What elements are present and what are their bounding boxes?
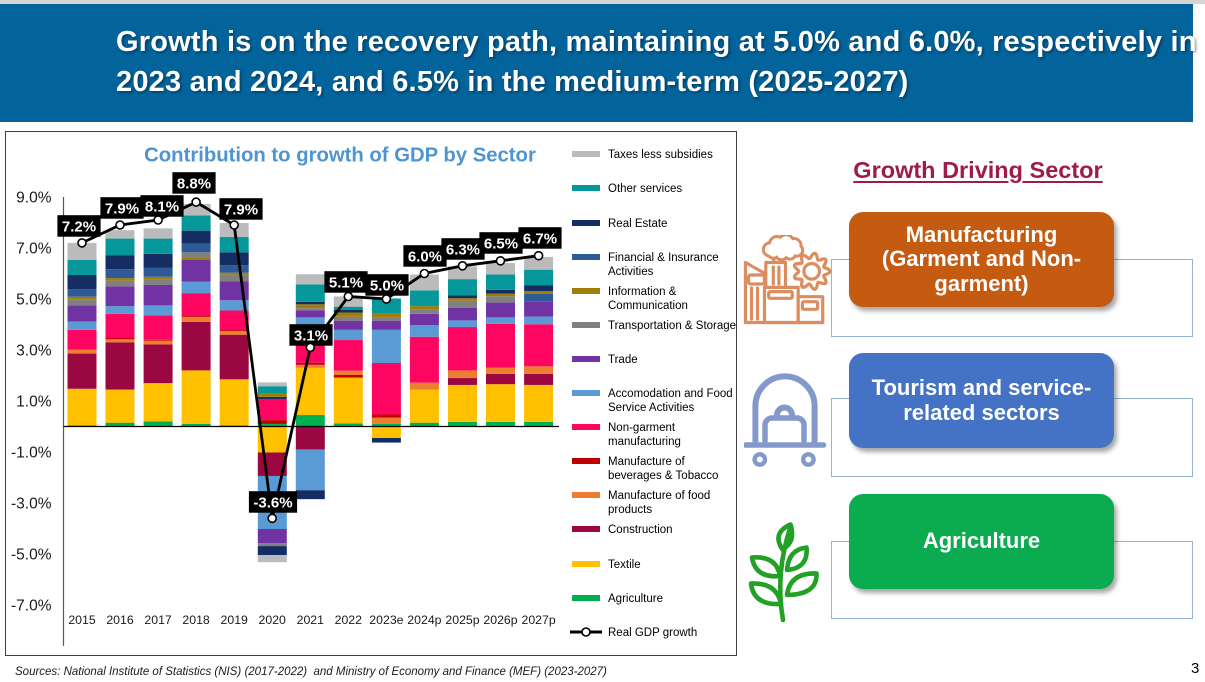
svg-text:2022: 2022 xyxy=(335,613,363,627)
svg-text:6.7%: 6.7% xyxy=(523,230,557,247)
svg-text:products: products xyxy=(608,504,652,516)
svg-text:9.0%: 9.0% xyxy=(16,190,52,207)
svg-text:3.1%: 3.1% xyxy=(294,327,328,344)
svg-text:Contribution to growth of GDP: Contribution to growth of GDP by Sector xyxy=(144,145,536,167)
svg-text:Construction: Construction xyxy=(608,524,673,536)
svg-text:Other services: Other services xyxy=(608,183,682,195)
svg-text:7.9%: 7.9% xyxy=(105,200,139,217)
svg-text:Communication: Communication xyxy=(608,300,688,312)
svg-text:beverages & Tobacco: beverages & Tobacco xyxy=(608,470,718,482)
svg-text:Trade: Trade xyxy=(608,354,638,366)
svg-text:6.0%: 6.0% xyxy=(408,248,442,265)
svg-text:2019: 2019 xyxy=(221,613,249,627)
svg-text:8.8%: 8.8% xyxy=(177,175,211,192)
svg-text:-5.0%: -5.0% xyxy=(11,547,52,564)
svg-text:3.0%: 3.0% xyxy=(16,343,52,360)
svg-text:7.9%: 7.9% xyxy=(224,201,258,218)
svg-text:Manufacture of food: Manufacture of food xyxy=(608,490,710,502)
svg-text:6.3%: 6.3% xyxy=(446,241,480,258)
svg-text:2026p: 2026p xyxy=(483,613,517,627)
svg-text:6.5%: 6.5% xyxy=(484,235,518,252)
svg-text:Agriculture: Agriculture xyxy=(608,593,663,605)
svg-text:1.0%: 1.0% xyxy=(16,394,52,411)
svg-text:Transportation & Storage: Transportation & Storage xyxy=(608,320,736,332)
svg-text:Financial & Insurance: Financial & Insurance xyxy=(608,252,719,264)
svg-text:-1.0%: -1.0% xyxy=(11,445,52,462)
svg-text:Information &: Information & xyxy=(608,286,677,298)
svg-text:2025p: 2025p xyxy=(445,613,479,627)
svg-text:8.1%: 8.1% xyxy=(145,198,179,215)
svg-text:5.0%: 5.0% xyxy=(370,277,404,294)
svg-text:-7.0%: -7.0% xyxy=(11,598,52,615)
svg-text:2016: 2016 xyxy=(106,613,134,627)
svg-text:2023e: 2023e xyxy=(369,613,403,627)
svg-text:2020: 2020 xyxy=(259,613,287,627)
svg-text:Service Activities: Service Activities xyxy=(608,402,695,414)
svg-text:Taxes less subsidies: Taxes less subsidies xyxy=(608,149,713,161)
svg-text:manufacturing: manufacturing xyxy=(608,436,681,448)
svg-text:5.0%: 5.0% xyxy=(16,292,52,309)
svg-text:Textile: Textile xyxy=(608,559,641,571)
svg-text:2018: 2018 xyxy=(182,613,210,627)
svg-text:Non-garment: Non-garment xyxy=(608,422,676,434)
svg-text:Activities: Activities xyxy=(608,266,654,278)
svg-text:7.2%: 7.2% xyxy=(62,218,96,235)
svg-text:Manufacture of: Manufacture of xyxy=(608,456,686,468)
svg-text:2021: 2021 xyxy=(297,613,325,627)
svg-text:2024p: 2024p xyxy=(407,613,441,627)
svg-text:5.1%: 5.1% xyxy=(329,274,363,291)
svg-text:Real Estate: Real Estate xyxy=(608,218,667,230)
svg-text:Accomodation and Food: Accomodation and Food xyxy=(608,388,733,400)
svg-text:-3.0%: -3.0% xyxy=(11,496,52,513)
svg-text:2027p: 2027p xyxy=(521,613,555,627)
svg-text:2017: 2017 xyxy=(144,613,172,627)
svg-text:7.0%: 7.0% xyxy=(16,241,52,258)
svg-text:-3.6%: -3.6% xyxy=(253,494,292,511)
svg-text:Real GDP growth: Real GDP growth xyxy=(608,627,697,639)
svg-text:2015: 2015 xyxy=(68,613,96,627)
